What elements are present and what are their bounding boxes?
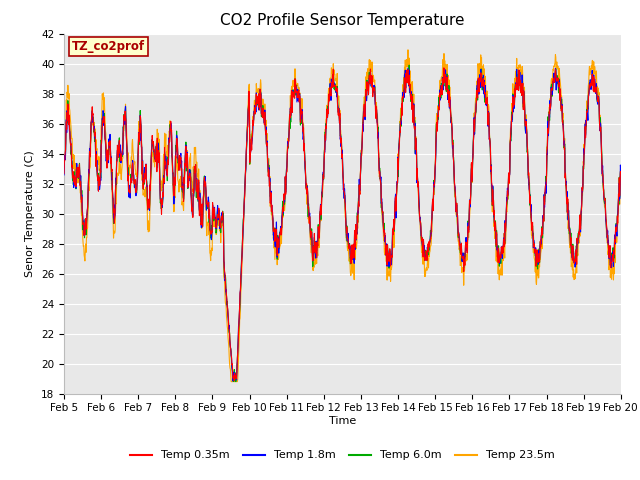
- Temp 23.5m: [246, 147, 254, 153]
- Temp 0.35m: [230, 378, 238, 384]
- Temp 1.8m: [184, 185, 191, 191]
- Line: Temp 6.0m: Temp 6.0m: [64, 65, 621, 382]
- Temp 1.8m: [246, 150, 254, 156]
- Temp 1.8m: [229, 378, 237, 384]
- Temp 0.35m: [617, 169, 625, 175]
- Temp 6.0m: [429, 191, 437, 196]
- Temp 6.0m: [552, 68, 559, 74]
- Temp 1.8m: [60, 172, 68, 178]
- Y-axis label: Senor Temperature (C): Senor Temperature (C): [26, 150, 35, 277]
- Title: CO2 Profile Sensor Temperature: CO2 Profile Sensor Temperature: [220, 13, 465, 28]
- Temp 1.8m: [617, 168, 625, 174]
- Temp 0.35m: [429, 208, 437, 214]
- X-axis label: Time: Time: [329, 416, 356, 426]
- Temp 0.35m: [184, 184, 191, 190]
- Temp 23.5m: [184, 183, 191, 189]
- Temp 6.0m: [232, 379, 239, 384]
- Temp 23.5m: [552, 52, 559, 58]
- Temp 23.5m: [429, 193, 437, 199]
- Temp 6.0m: [502, 208, 510, 214]
- Temp 1.8m: [502, 213, 510, 219]
- Temp 1.8m: [552, 66, 559, 72]
- Temp 1.8m: [429, 193, 437, 199]
- Temp 0.35m: [552, 66, 559, 72]
- Temp 6.0m: [170, 191, 178, 197]
- Temp 23.5m: [404, 47, 412, 53]
- Temp 0.35m: [440, 65, 448, 71]
- Temp 6.0m: [60, 179, 68, 184]
- Temp 6.0m: [184, 186, 191, 192]
- Temp 0.35m: [502, 209, 510, 215]
- Temp 23.5m: [227, 379, 235, 384]
- Line: Temp 23.5m: Temp 23.5m: [64, 50, 621, 382]
- Temp 0.35m: [170, 192, 178, 198]
- Temp 23.5m: [170, 207, 178, 213]
- Temp 23.5m: [502, 223, 510, 228]
- Temp 1.8m: [170, 193, 178, 199]
- Temp 6.0m: [405, 62, 413, 68]
- Temp 1.8m: [404, 65, 412, 71]
- Line: Temp 1.8m: Temp 1.8m: [64, 68, 621, 381]
- Temp 0.35m: [246, 150, 254, 156]
- Temp 23.5m: [617, 173, 625, 179]
- Legend: Temp 0.35m, Temp 1.8m, Temp 6.0m, Temp 23.5m: Temp 0.35m, Temp 1.8m, Temp 6.0m, Temp 2…: [125, 446, 559, 465]
- Temp 6.0m: [246, 148, 254, 154]
- Temp 0.35m: [60, 170, 68, 176]
- Temp 23.5m: [60, 170, 68, 176]
- Temp 6.0m: [617, 168, 625, 174]
- Text: TZ_co2prof: TZ_co2prof: [72, 40, 145, 53]
- Line: Temp 0.35m: Temp 0.35m: [64, 68, 621, 381]
